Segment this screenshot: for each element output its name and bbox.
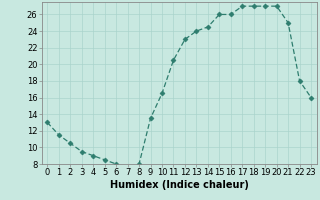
X-axis label: Humidex (Indice chaleur): Humidex (Indice chaleur) [110,180,249,190]
